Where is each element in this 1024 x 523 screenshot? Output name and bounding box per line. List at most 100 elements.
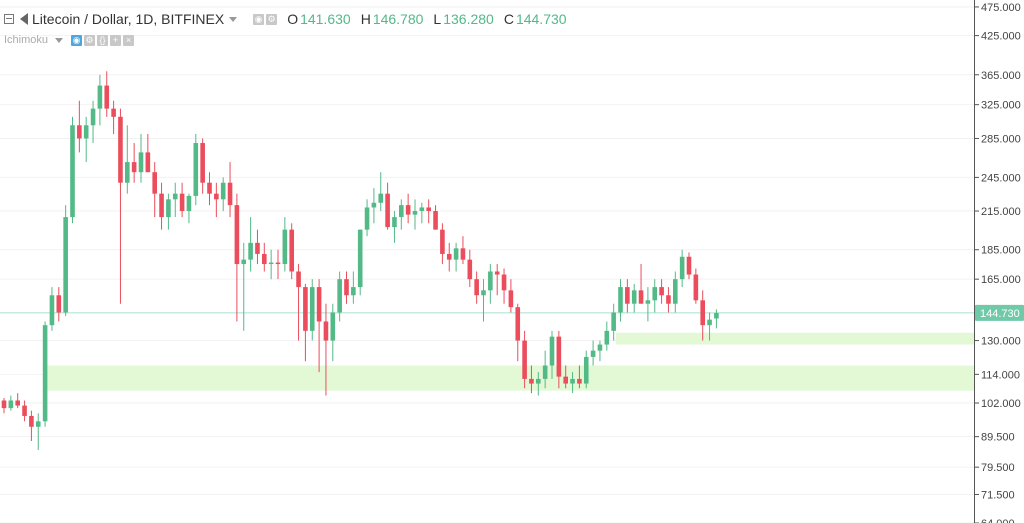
candle-up xyxy=(186,195,192,212)
last-price-label-text: 144.730 xyxy=(980,308,1020,320)
candle-down xyxy=(15,400,20,406)
candle-down xyxy=(474,279,479,296)
indicator-chevron-down-icon[interactable] xyxy=(55,37,64,43)
candle-down xyxy=(255,242,260,254)
ohlc-low: L 136.280 xyxy=(433,11,494,27)
candle-down xyxy=(405,205,411,215)
candle-down xyxy=(323,321,329,341)
chevron-down-icon[interactable] xyxy=(229,16,238,22)
indicator-source-icon[interactable]: {} xyxy=(97,34,109,46)
y-tick-label: 365.000 xyxy=(981,70,1021,82)
indicator-settings-icon[interactable]: ⚙ xyxy=(84,34,96,46)
candle-up xyxy=(83,125,89,139)
candle-down xyxy=(22,405,27,416)
candle-down xyxy=(693,274,699,301)
candlesticks xyxy=(1,71,719,450)
candle-down xyxy=(296,271,301,288)
indicator-close-icon[interactable]: × xyxy=(123,34,135,46)
candle-down xyxy=(316,287,322,322)
candle-up xyxy=(220,182,226,200)
y-tick-label: 245.000 xyxy=(981,172,1021,184)
candle-up xyxy=(70,125,75,218)
candle-down xyxy=(440,229,445,254)
candle-up xyxy=(570,378,575,384)
candle-up xyxy=(604,330,610,345)
candle-up xyxy=(248,242,253,260)
y-tick-label: 475.000 xyxy=(981,2,1021,14)
candle-up xyxy=(549,336,555,366)
candle-down xyxy=(508,290,514,308)
candle-up xyxy=(412,211,418,215)
y-tick-label: 130.000 xyxy=(981,336,1021,348)
candle-up xyxy=(330,312,336,341)
candle-up xyxy=(35,421,41,427)
candle-up xyxy=(488,271,493,291)
last-price-label: 144.730 xyxy=(975,304,1024,321)
candle-down xyxy=(426,207,431,212)
candle-up xyxy=(351,287,356,296)
y-tick-label: 102.000 xyxy=(981,398,1021,410)
candle-down xyxy=(289,229,294,272)
candle-down xyxy=(494,271,500,275)
candle-up xyxy=(371,202,377,208)
symbol-title: Litecoin / Dollar, 1D, BITFINEX xyxy=(32,11,225,27)
candle-up xyxy=(611,312,616,331)
candle-down xyxy=(1,400,7,409)
y-tick-label: 114.000 xyxy=(981,369,1020,381)
candle-down xyxy=(152,172,157,194)
support-zones xyxy=(47,332,975,391)
candle-down xyxy=(686,256,692,275)
ohlc-close: C 144.730 xyxy=(503,11,567,27)
price-axis[interactable]: 475.000 425.000 365.000 325.000 285.000 245.0… xyxy=(974,2,1021,523)
candle-up xyxy=(8,400,14,409)
candle-down xyxy=(104,85,110,109)
collapse-icon[interactable] xyxy=(4,14,14,24)
y-tick-label: 285.000 xyxy=(981,133,1021,145)
candle-down xyxy=(111,108,116,117)
candle-up xyxy=(364,207,370,230)
candle-down xyxy=(56,295,62,313)
candle-up xyxy=(309,287,315,331)
candle-down xyxy=(638,290,644,304)
candle-down xyxy=(262,253,267,265)
candle-down xyxy=(207,182,212,194)
candle-down xyxy=(227,182,233,206)
candle-up xyxy=(645,300,651,304)
candle-down xyxy=(29,415,34,427)
candle-down xyxy=(529,378,534,384)
candle-up xyxy=(337,279,342,313)
candle-up xyxy=(42,325,48,422)
y-tick-label: 325.000 xyxy=(981,100,1021,112)
candle-down xyxy=(563,376,568,384)
candle-down xyxy=(344,279,349,296)
last-price-label-bg xyxy=(975,304,1024,321)
candle-up xyxy=(63,217,68,313)
settings-gear-icon[interactable]: ⚙ xyxy=(266,13,278,25)
candle-up xyxy=(241,259,247,265)
visibility-icon[interactable]: ◉ xyxy=(253,13,265,25)
indicator-visibility-icon[interactable]: ◉ xyxy=(71,34,83,46)
candle-down xyxy=(385,193,390,228)
ohlc-open: O 141.630 xyxy=(287,11,351,27)
candle-down xyxy=(159,193,164,218)
candle-up xyxy=(707,319,712,326)
indicator-add-icon[interactable]: + xyxy=(110,34,122,46)
candle-up xyxy=(652,287,658,301)
candle-up xyxy=(679,256,685,280)
candle-up xyxy=(419,207,425,212)
symbol-flag-icon[interactable] xyxy=(20,13,28,25)
candle-up xyxy=(399,205,404,218)
support-zone xyxy=(615,332,974,345)
candle-down xyxy=(659,287,664,296)
y-tick-label: 185.000 xyxy=(981,245,1021,257)
y-tick-label: 71.500 xyxy=(981,489,1015,501)
candle-up xyxy=(125,162,130,183)
candle-down xyxy=(303,287,308,331)
chart-legend: Litecoin / Dollar, 1D, BITFINEX ◉ ⚙ O 141… xyxy=(4,9,567,29)
y-tick-label: 89.500 xyxy=(981,432,1015,444)
candle-up xyxy=(392,217,397,228)
candle-up xyxy=(714,312,719,319)
candle-up xyxy=(631,290,637,304)
candle-down xyxy=(501,274,507,291)
